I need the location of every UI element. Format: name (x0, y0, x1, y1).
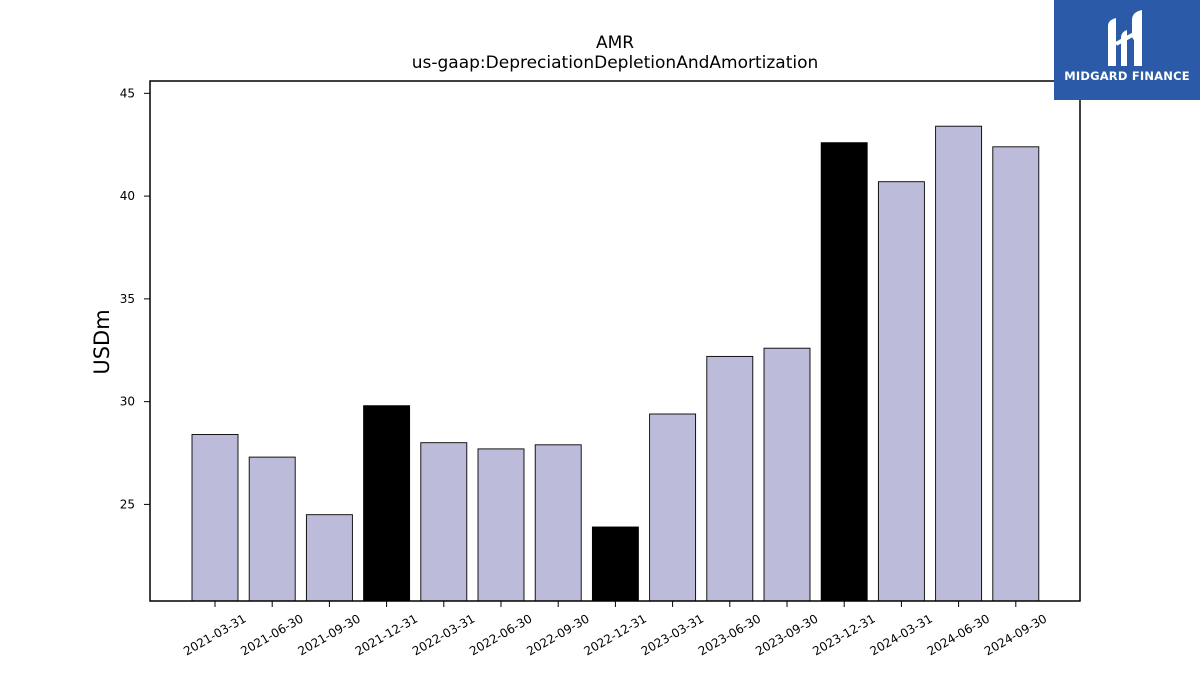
bar-2024-09-30 (992, 146, 1040, 602)
x-tick-label: 2023-12-31 (810, 611, 877, 658)
bar-2024-06-30 (935, 125, 983, 602)
x-tick-label: 2022-06-30 (467, 611, 534, 658)
y-tick-label: 25 (120, 497, 135, 511)
bar-2023-03-31 (649, 413, 697, 602)
y-tick-label: 45 (120, 86, 135, 100)
x-tick-label: 2023-09-30 (753, 611, 820, 658)
x-tick-label: 2023-06-30 (696, 611, 763, 658)
bar-2021-03-31 (191, 434, 239, 602)
bars-group (191, 125, 1040, 602)
plot-frame (149, 80, 1081, 602)
bar-2021-12-31 (363, 405, 411, 602)
y-tick-label: 30 (120, 395, 135, 409)
bar-2023-06-30 (706, 355, 754, 602)
bar-2022-03-31 (420, 442, 468, 602)
bar-2021-09-30 (305, 514, 353, 602)
x-tick-label: 2021-12-31 (353, 611, 420, 658)
x-tick-label: 2021-03-31 (181, 611, 248, 658)
y-tick-label: 40 (120, 189, 135, 203)
bar-2023-12-31 (820, 142, 868, 602)
bar-2022-06-30 (477, 448, 525, 602)
x-tick-label: 2024-06-30 (925, 611, 992, 658)
midgard-logo-icon (1108, 10, 1142, 66)
x-tick-label: 2022-09-30 (524, 611, 591, 658)
brand-logo: MIDGARD FINANCE (1054, 0, 1200, 100)
y-tick-label: 35 (120, 292, 135, 306)
x-tick-label: 2023-03-31 (639, 611, 706, 658)
y-axis-label: USDm (90, 309, 114, 374)
x-tick-label: 2022-03-31 (410, 611, 477, 658)
x-tick-label: 2022-12-31 (581, 611, 648, 658)
chart-title: AMR (596, 33, 634, 53)
bar-2023-09-30 (763, 347, 811, 602)
x-tick-label: 2021-09-30 (295, 611, 362, 658)
brand-name: MIDGARD FINANCE (1064, 69, 1190, 83)
x-tick-label: 2021-06-30 (238, 611, 305, 658)
chart-subtitle: us-gaap:DepreciationDepletionAndAmortiza… (412, 53, 819, 73)
bar-2022-09-30 (534, 444, 582, 602)
bar-2021-06-30 (248, 456, 296, 602)
bar-2024-03-31 (877, 181, 925, 602)
x-axis: 2021-03-312021-06-302021-09-302021-12-31… (181, 601, 1049, 658)
y-axis: 25 30 35 40 45 (120, 86, 150, 511)
bar-2022-12-31 (591, 526, 639, 602)
x-tick-label: 2024-09-30 (982, 611, 1049, 658)
x-tick-label: 2024-03-31 (867, 611, 934, 658)
